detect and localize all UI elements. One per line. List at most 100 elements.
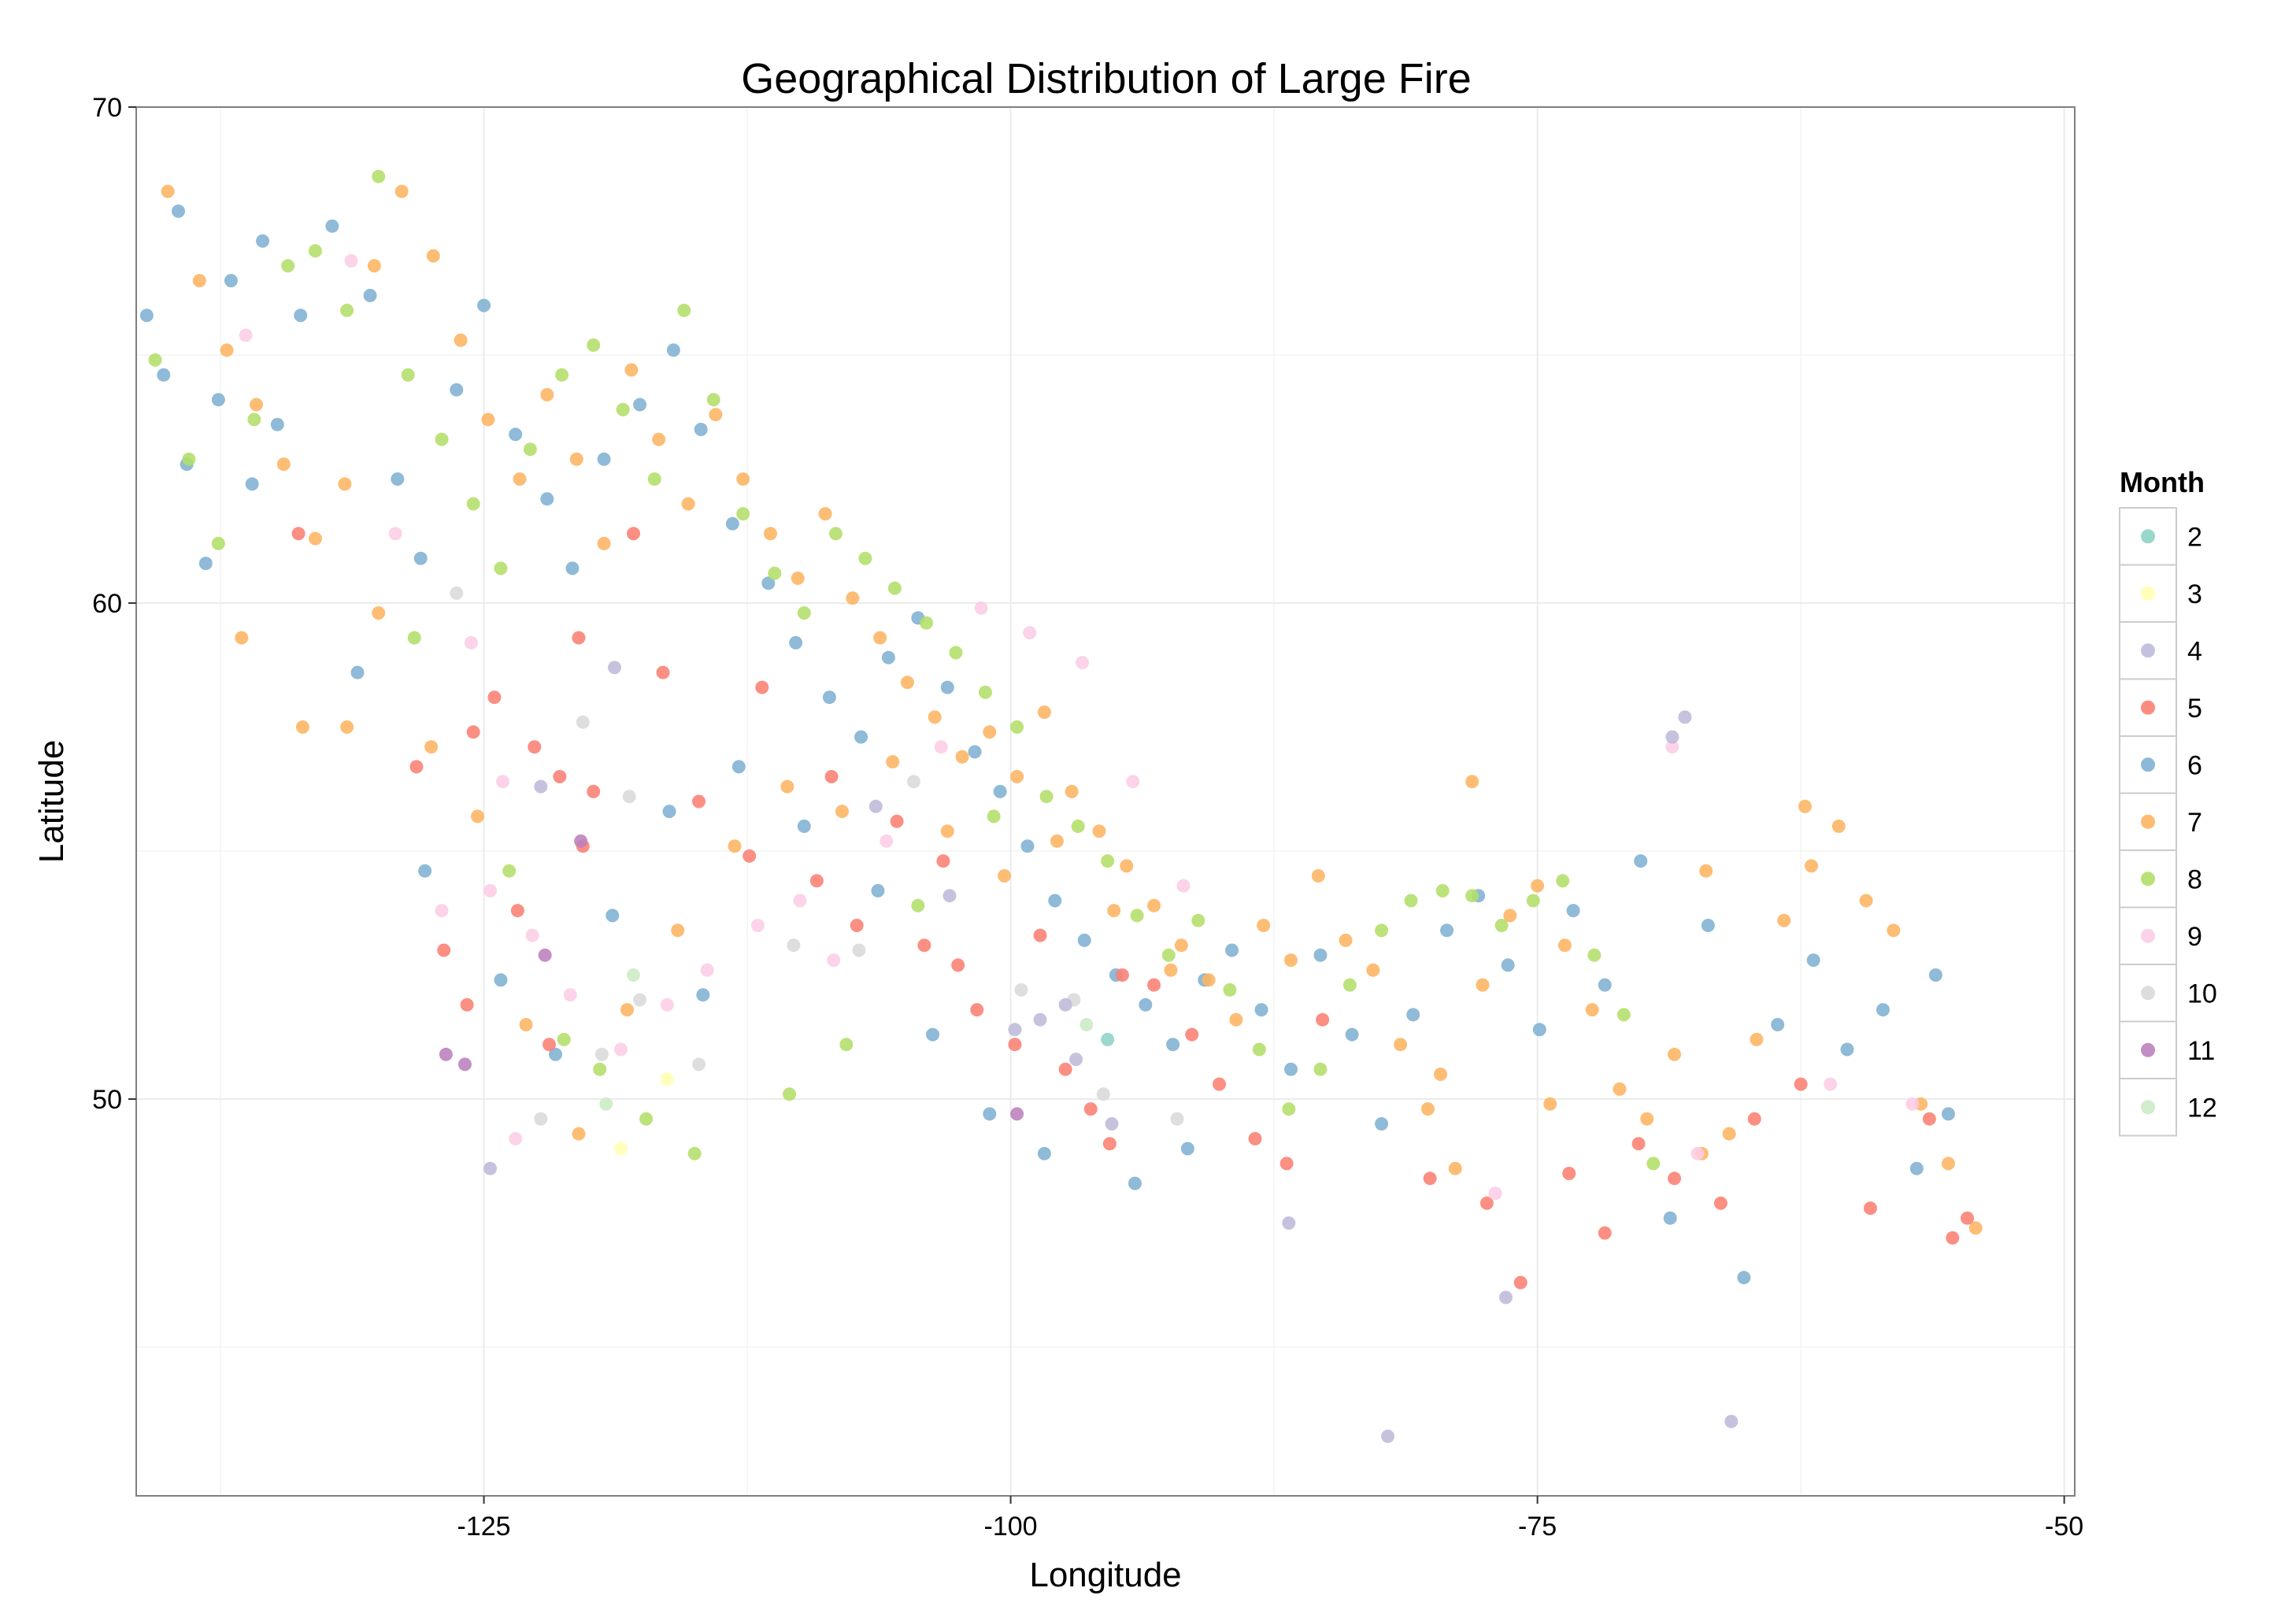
data-point [481,413,495,427]
data-point [1794,1077,1808,1091]
data-point [1342,978,1357,992]
data-point [1130,909,1144,923]
data-point [1465,775,1479,789]
data-point [344,254,358,268]
data-point [460,997,474,1012]
data-point [728,839,742,853]
data-point [367,259,381,273]
data-point [426,249,440,263]
data-point [1420,1102,1435,1116]
data-point [627,527,641,541]
data-point [540,492,554,506]
data-point [1941,1107,1955,1121]
data-point [1798,799,1812,813]
data-point [1101,1032,1115,1046]
data-point [824,770,839,783]
data-point [1282,1216,1296,1230]
data-point [435,432,449,446]
data-point [409,760,424,774]
data-point [1313,1062,1328,1076]
data-point [1423,1171,1437,1186]
data-point [1640,1112,1654,1126]
data-point [457,1057,472,1071]
data-point [401,368,415,382]
data-point [700,963,714,977]
data-point [1101,854,1115,868]
data-point [1345,1027,1359,1042]
legend-label: 7 [2187,808,2202,838]
data-point [1180,1142,1194,1156]
data-point [1435,883,1450,898]
legend-label: 11 [2187,1036,2215,1066]
data-point [742,849,757,863]
data-point [553,770,567,783]
y-tick-label: 60 [92,589,122,619]
data-point [1566,904,1580,918]
data-point [1806,953,1820,968]
data-point [1777,913,1791,927]
data-point [597,452,611,466]
data-point [1023,626,1037,640]
data-point [1048,894,1062,908]
data-point [1824,1077,1838,1091]
data-point [818,507,832,521]
data-point [494,973,508,987]
data-point [439,1047,453,1061]
data-point [906,775,920,789]
data-point [822,690,836,705]
data-point [1494,919,1509,932]
data-point [1147,978,1161,992]
data-point [247,413,261,427]
legend-label: 9 [2187,922,2202,952]
data-point [528,740,542,754]
data-point [235,631,249,645]
data-point [681,497,695,511]
data-point [1448,1161,1462,1175]
data-point [736,507,750,521]
data-point [1079,1018,1094,1031]
data-point [1313,948,1328,962]
data-point [622,790,636,804]
data-point [597,536,611,550]
data-point [534,1112,548,1126]
data-point [627,968,641,982]
data-point [574,834,588,848]
data-point [494,561,508,576]
data-point [1223,983,1237,997]
data-point [1128,1176,1142,1190]
data-point [1225,943,1239,957]
data-point [161,184,175,198]
data-point [1248,1131,1262,1146]
data-point [276,457,291,472]
y-tick-label: 70 [92,93,122,123]
data-point [887,581,902,595]
data-point [934,740,948,754]
data-point [294,309,308,323]
data-point [525,928,539,942]
data-point [1479,1196,1494,1210]
data-point [538,948,552,962]
data-point [211,393,225,407]
data-point [852,943,866,957]
data-point [1701,919,1715,932]
data-point [1946,1231,1960,1245]
data-point [483,1161,498,1175]
data-point [1501,958,1515,972]
data-point [281,259,295,273]
legend-swatch [2141,529,2155,544]
data-point [987,809,1001,824]
data-point [968,745,982,759]
data-point [576,715,590,729]
data-point [1646,1157,1661,1171]
data-point [569,452,583,466]
data-point [1699,864,1713,878]
data-point [1394,1038,1408,1052]
data-point [1961,1211,1975,1225]
y-tick-label: 50 [92,1085,122,1115]
data-point [557,1032,571,1046]
data-point [1254,1003,1268,1017]
data-point [1037,1146,1051,1160]
data-point [1433,1068,1447,1081]
data-point [1678,710,1692,724]
data-point [666,343,680,357]
